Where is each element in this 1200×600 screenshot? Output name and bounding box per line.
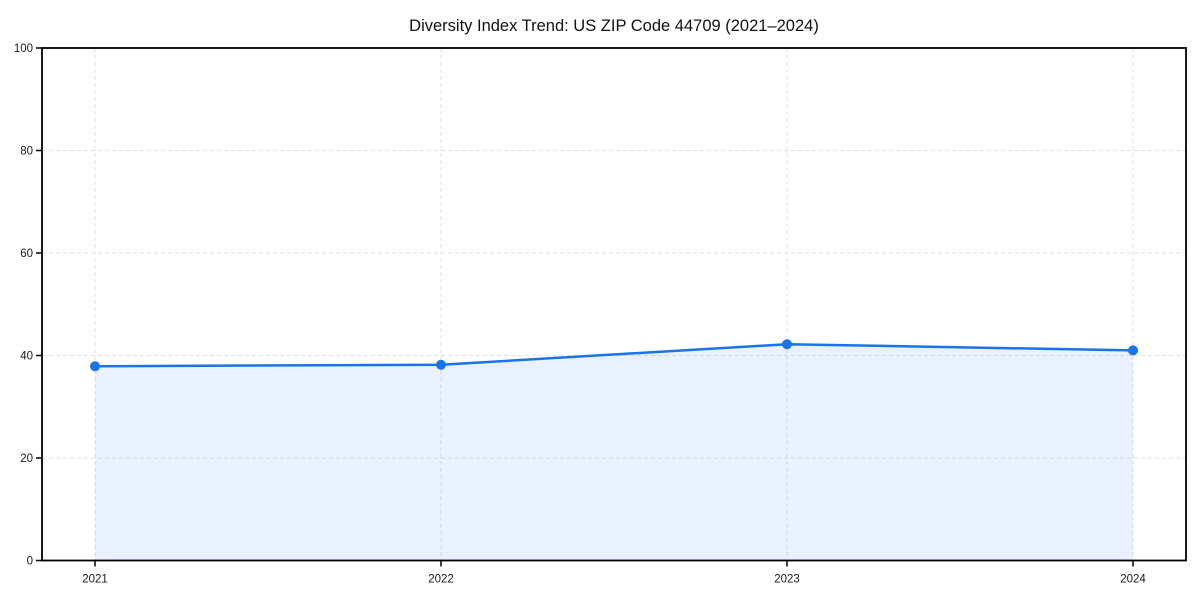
y-axis-tick-label: 0	[27, 556, 33, 568]
x-axis-tick-label: 2023	[774, 574, 800, 586]
area-layer	[95, 344, 1133, 561]
axes-layer	[36, 47, 1187, 567]
plot-border	[41, 47, 1187, 562]
y-axis-tick-label: 100	[14, 43, 33, 55]
chart-title: Diversity Index Trend: US ZIP Code 44709…	[409, 17, 819, 35]
data-point-2024	[1128, 345, 1138, 356]
tick-labels-layer: 0 20 40 60 80 100 2021 2022 2023 2024	[14, 43, 1147, 586]
data-point-2021	[90, 361, 100, 372]
y-axis-tick-label: 80	[20, 146, 33, 158]
x-axis-tick-label: 2024	[1120, 574, 1146, 586]
y-axis-tick-label: 40	[20, 351, 33, 363]
marker-layer	[90, 339, 1138, 372]
x-axis-tick-label: 2021	[82, 574, 108, 586]
trend-line	[93, 342, 1135, 368]
data-point-2022	[436, 359, 446, 370]
y-axis-tick-label: 60	[20, 248, 33, 260]
data-point-2023	[782, 339, 792, 350]
line-layer	[93, 342, 1135, 368]
grid-layer	[42, 47, 1186, 561]
area-fill	[95, 344, 1133, 561]
x-axis-tick-label: 2022	[428, 574, 454, 586]
y-axis-tick-label: 20	[20, 453, 33, 465]
